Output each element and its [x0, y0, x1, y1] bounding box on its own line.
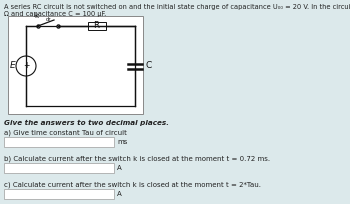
Text: k: k — [34, 13, 38, 19]
Bar — [4, 163, 114, 173]
Text: c) Calculate current after the switch k is closed at the moment t = 2*Tau.: c) Calculate current after the switch k … — [4, 181, 261, 187]
Text: ms: ms — [117, 139, 127, 145]
Text: E: E — [10, 61, 16, 71]
Bar — [4, 189, 114, 199]
Text: R: R — [93, 21, 99, 31]
Text: dr: dr — [46, 17, 52, 22]
Text: A: A — [117, 191, 122, 197]
Text: b) Calculate current after the switch k is closed at the moment t = 0.72 ms.: b) Calculate current after the switch k … — [4, 155, 270, 162]
Text: +: + — [23, 61, 29, 70]
Text: A series RC circuit is not switched on and the initial state charge of capacitan: A series RC circuit is not switched on a… — [4, 4, 350, 10]
Text: a) Give time constant Tau of circuit: a) Give time constant Tau of circuit — [4, 129, 127, 135]
Bar — [4, 137, 114, 147]
Text: C: C — [145, 61, 151, 71]
Bar — [8, 16, 143, 114]
Text: Give the answers to two decimal places.: Give the answers to two decimal places. — [4, 120, 169, 126]
Text: A: A — [117, 165, 122, 171]
Bar — [88, 22, 105, 30]
Text: Ω and capacitance C = 100 µF.: Ω and capacitance C = 100 µF. — [4, 11, 106, 17]
Circle shape — [16, 56, 36, 76]
